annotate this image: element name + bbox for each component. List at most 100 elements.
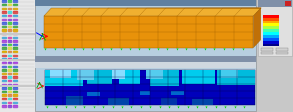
Bar [2,44,6,46]
Bar [8,102,11,103]
Bar [87,92,100,97]
Bar [261,52,273,55]
Bar [263,33,279,36]
Bar [150,71,180,86]
Bar [263,24,279,27]
Bar [2,91,6,92]
Bar [2,12,6,14]
Bar [276,52,288,55]
Bar [8,34,11,35]
Bar [2,1,6,3]
Bar [8,27,11,28]
Bar [8,19,11,21]
Bar [8,59,11,60]
Bar [13,19,17,21]
Bar [8,1,11,3]
Bar [276,49,288,52]
Bar [2,95,6,96]
Bar [2,66,6,67]
Bar [2,73,6,74]
Bar [13,59,17,60]
Bar [2,48,6,49]
Bar [13,70,17,71]
Polygon shape [44,9,261,17]
Bar [263,16,279,18]
Bar [2,84,6,85]
Bar [2,62,6,64]
Bar [0,0,35,112]
Bar [35,62,256,68]
Bar [13,102,17,103]
Bar [161,98,177,105]
Bar [263,21,279,24]
Bar [2,55,6,57]
Bar [263,39,279,41]
Bar [8,55,11,57]
Bar [8,30,11,31]
Bar [2,27,6,28]
Bar [258,0,292,56]
Bar [263,41,279,44]
Bar [13,48,17,49]
Bar [119,71,140,84]
Bar [8,91,11,92]
Bar [13,9,17,10]
Bar [13,52,17,53]
Bar [13,84,17,85]
Bar [2,80,6,82]
Bar [8,48,11,49]
Bar [2,87,6,89]
Bar [87,71,113,84]
Bar [263,36,279,39]
Bar [2,23,6,24]
Bar [13,12,17,14]
Bar [2,37,6,39]
Bar [8,9,11,10]
Bar [171,91,184,96]
Bar [8,70,11,71]
Bar [222,71,238,78]
Bar [2,9,6,10]
Bar [13,44,17,46]
Bar [35,0,256,7]
Bar [263,30,279,33]
Bar [2,102,6,103]
Bar [217,71,255,85]
Bar [8,41,11,42]
Bar [0,60,35,62]
Bar [77,71,93,80]
Bar [261,49,273,52]
Bar [13,34,17,35]
Bar [140,91,150,95]
Bar [8,66,11,67]
Bar [8,12,11,14]
Bar [13,95,17,96]
Bar [13,23,17,24]
Bar [2,77,6,78]
Bar [8,98,11,100]
Bar [0,34,35,36]
Bar [2,98,6,100]
Bar [8,80,11,82]
Bar [13,62,17,64]
Bar [2,34,6,35]
Bar [13,73,17,74]
Bar [8,62,11,64]
Bar [2,19,6,21]
Bar [108,98,129,105]
Bar [13,27,17,28]
Bar [35,56,256,62]
Bar [2,16,6,17]
Bar [35,56,256,111]
Bar [2,70,6,71]
Bar [2,105,6,107]
Bar [13,91,17,92]
Bar [13,30,17,31]
Bar [8,44,11,46]
Bar [8,95,11,96]
Bar [113,71,125,79]
Bar [263,27,279,30]
Bar [263,44,279,47]
Bar [66,97,83,105]
Bar [285,2,291,7]
